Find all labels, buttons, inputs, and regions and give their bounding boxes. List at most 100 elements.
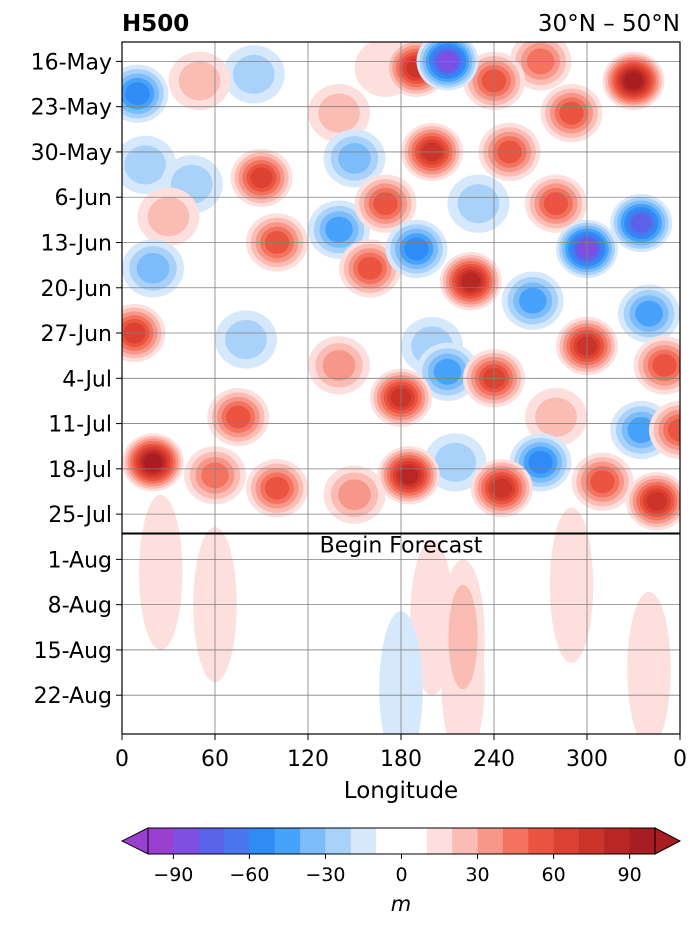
anomaly-contour <box>147 197 190 237</box>
anomaly-feature <box>385 219 448 279</box>
anomaly-feature <box>627 591 671 734</box>
anomaly-contour <box>635 300 663 327</box>
anomaly-feature <box>139 494 183 650</box>
anomaly-feature <box>308 336 370 395</box>
y-tick-label: 22-Aug <box>34 684 112 709</box>
colorbar-swatch <box>350 828 377 854</box>
anomaly-contour <box>543 192 569 216</box>
anomaly-feature <box>525 174 587 233</box>
anomaly-feature <box>509 433 572 492</box>
anomaly-feature <box>122 64 169 123</box>
forecast-annotation: Begin Forecast <box>320 534 483 559</box>
grid-lines <box>121 42 681 734</box>
anomaly-feature <box>602 51 665 110</box>
anomaly-contour <box>124 145 167 185</box>
colorbar-swatch <box>300 828 326 854</box>
y-tick-label: 8-Aug <box>48 594 112 619</box>
colorbar-swatch <box>578 828 605 854</box>
y-tick-label: 27-Jun <box>40 322 112 347</box>
x-tick-label: 60 <box>201 747 229 772</box>
colorbar-swatch <box>173 828 200 854</box>
anomaly-feature <box>610 193 673 253</box>
anomaly-feature <box>649 400 680 460</box>
chart-title-right: 30°N – 50°N <box>538 11 680 37</box>
anomaly-contour <box>559 101 584 125</box>
anomaly-contour <box>136 252 170 284</box>
anomaly-contour <box>448 584 478 690</box>
colorbar-tick-label: 90 <box>618 864 642 886</box>
chart-title-left: H500 <box>122 11 189 37</box>
anomaly-contour <box>373 192 398 216</box>
anomaly-contour <box>631 213 652 233</box>
anomaly-contour <box>646 491 667 511</box>
anomaly-contour <box>338 143 371 174</box>
colorbar-swatch <box>477 828 504 854</box>
colorbar-swatch <box>604 828 631 854</box>
x-tick-label: 120 <box>287 747 329 772</box>
colorbar: −90 −60 −30 0 30 60 90 <box>120 827 682 886</box>
anomaly-contour <box>528 450 553 474</box>
colorbar-swatch <box>629 828 656 854</box>
anomaly-feature <box>618 284 680 343</box>
y-tick-label: 30-May <box>31 141 112 166</box>
anomaly-feature <box>439 252 502 311</box>
anomaly-feature <box>323 129 386 188</box>
anomaly-contour <box>318 93 360 133</box>
colorbar-tick-label: 0 <box>395 864 407 886</box>
colorbar-swatch <box>426 828 453 854</box>
anomaly-feature <box>625 472 680 531</box>
anomaly-contour <box>178 61 221 101</box>
anomaly-contour <box>143 453 163 471</box>
colorbar-swatch <box>528 828 554 854</box>
y-tick-label: 11-Jul <box>48 413 112 438</box>
colorbar-swatch <box>325 828 352 854</box>
anomaly-feature <box>424 433 487 492</box>
anomaly-contour <box>325 216 353 243</box>
y-tick-label: 23-May <box>31 96 112 121</box>
colorbar-swatch <box>249 828 276 854</box>
colorbar-tick-label: −30 <box>305 864 345 886</box>
colorbar-tick-label: 30 <box>465 864 489 886</box>
anomaly-feature <box>441 559 485 715</box>
anomaly-contour <box>139 494 183 650</box>
y-axis: 16-May 23-May 30-May 6-Jun 13-Jun 20-Jun 27-Ju… <box>31 50 122 709</box>
y-tick-label: 6-Jun <box>54 186 112 211</box>
anomaly-feature <box>540 84 603 143</box>
anomaly-feature <box>501 271 564 330</box>
y-tick-label: 4-Jul <box>62 367 112 392</box>
anomaly-contour <box>627 591 671 734</box>
anomaly-feature <box>323 465 386 524</box>
anomaly-contour <box>549 507 594 663</box>
anomaly-feature <box>633 336 680 395</box>
colorbar-swatch <box>274 828 301 854</box>
anomaly-contour <box>652 353 677 377</box>
anomaly-contour <box>404 237 429 261</box>
anomaly-contour <box>535 397 577 437</box>
anomaly-contour <box>667 418 680 442</box>
anomaly-contour <box>226 405 251 429</box>
y-tick-label: 15-Aug <box>34 639 112 664</box>
anomaly-contour <box>357 256 383 280</box>
anomaly-contour <box>433 358 462 385</box>
anomaly-feature <box>122 433 184 492</box>
colorbar-label: m <box>391 892 411 916</box>
colorbar-tick-label: −90 <box>153 864 193 886</box>
x-tick-label: 240 <box>473 747 515 772</box>
colorbar-swatch <box>502 828 529 854</box>
anomaly-feature <box>246 459 308 518</box>
x-tick-label: 180 <box>380 747 422 772</box>
y-tick-label: 13-Jun <box>40 231 112 256</box>
colorbar-extend-low <box>120 827 149 855</box>
colorbar-swatch <box>198 828 225 854</box>
anomaly-feature <box>168 51 231 110</box>
anomaly-feature <box>230 148 293 207</box>
y-tick-label: 18-Jul <box>48 458 112 483</box>
y-tick-label: 20-Jun <box>40 277 112 302</box>
anomaly-contour <box>491 478 512 498</box>
plot-frame <box>121 41 681 735</box>
colorbar-swatch <box>224 828 250 854</box>
anomaly-feature <box>525 388 587 447</box>
anomaly-feature <box>308 84 370 143</box>
anomaly-feature <box>470 459 533 518</box>
anomaly-feature <box>122 239 184 298</box>
